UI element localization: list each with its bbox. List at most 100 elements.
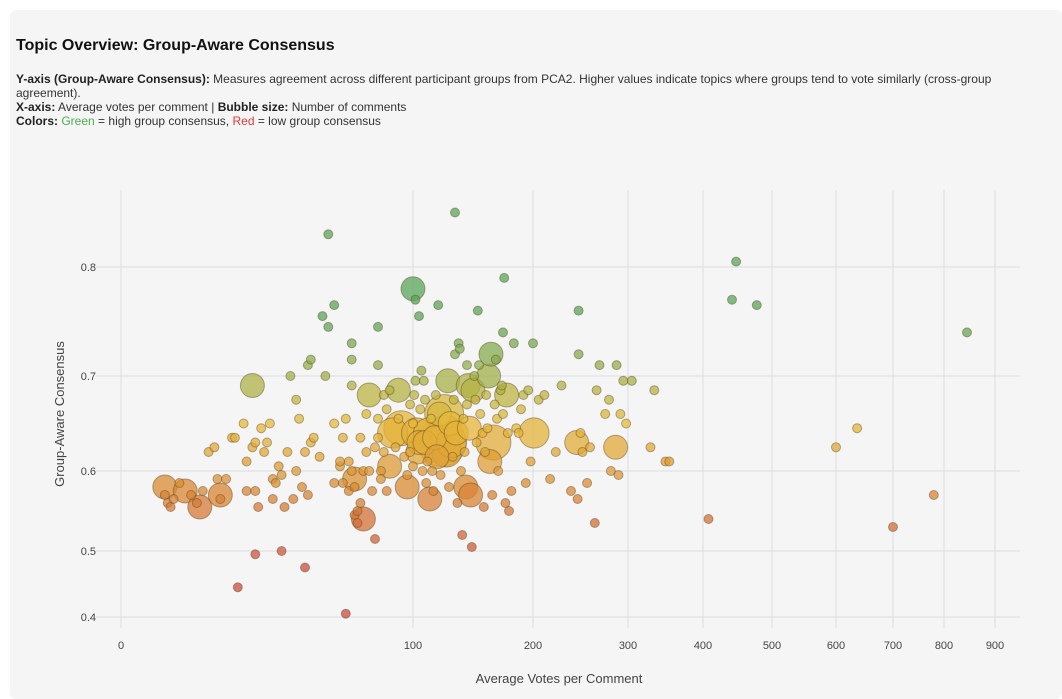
data-point[interactable]	[433, 300, 444, 311]
data-point[interactable]	[402, 470, 413, 480]
data-point[interactable]	[545, 474, 556, 484]
data-point[interactable]	[300, 447, 310, 457]
data-point[interactable]	[456, 466, 466, 476]
data-point[interactable]	[500, 498, 511, 508]
data-point[interactable]	[454, 343, 465, 354]
data-point[interactable]	[276, 470, 287, 480]
data-point[interactable]	[174, 478, 185, 488]
data-point[interactable]	[276, 546, 287, 556]
data-point[interactable]	[355, 432, 366, 443]
data-point[interactable]	[852, 423, 863, 434]
data-point[interactable]	[498, 409, 508, 419]
data-point[interactable]	[418, 375, 429, 386]
data-point[interactable]	[340, 608, 351, 619]
data-point[interactable]	[349, 482, 360, 492]
data-point[interactable]	[462, 399, 472, 410]
data-point[interactable]	[291, 466, 302, 476]
data-point[interactable]	[600, 409, 611, 419]
data-point[interactable]	[241, 456, 252, 467]
data-point[interactable]	[528, 338, 538, 349]
data-point[interactable]	[615, 409, 626, 419]
data-point[interactable]	[703, 514, 714, 524]
data-point[interactable]	[566, 486, 576, 496]
data-point[interactable]	[502, 428, 513, 438]
data-point[interactable]	[186, 490, 197, 500]
data-point[interactable]	[435, 470, 446, 480]
data-point[interactable]	[414, 311, 424, 322]
data-point[interactable]	[408, 418, 418, 429]
data-point[interactable]	[165, 502, 176, 512]
data-point[interactable]	[525, 456, 536, 467]
data-point[interactable]	[329, 418, 340, 429]
data-point[interactable]	[589, 518, 600, 528]
data-point[interactable]	[256, 423, 267, 434]
data-point[interactable]	[264, 418, 275, 429]
data-point[interactable]	[480, 447, 490, 457]
data-point[interactable]	[475, 409, 486, 419]
data-point[interactable]	[239, 373, 265, 398]
data-point[interactable]	[317, 311, 328, 322]
data-point[interactable]	[356, 382, 382, 408]
data-point[interactable]	[457, 530, 468, 540]
data-point[interactable]	[373, 413, 383, 424]
data-point[interactable]	[250, 486, 261, 496]
data-point[interactable]	[504, 506, 514, 516]
data-point[interactable]	[604, 394, 614, 405]
data-point[interactable]	[361, 447, 372, 457]
data-point[interactable]	[314, 451, 325, 462]
data-point[interactable]	[478, 502, 489, 512]
data-point[interactable]	[381, 404, 392, 415]
data-point[interactable]	[262, 437, 272, 448]
data-point[interactable]	[215, 494, 226, 504]
data-point[interactable]	[594, 360, 605, 371]
data-point[interactable]	[585, 442, 595, 453]
data-point[interactable]	[415, 404, 426, 415]
data-point[interactable]	[490, 354, 501, 365]
data-point[interactable]	[831, 442, 841, 453]
data-point[interactable]	[450, 207, 460, 218]
data-point[interactable]	[191, 498, 202, 508]
data-point[interactable]	[420, 394, 430, 405]
data-point[interactable]	[605, 466, 616, 476]
data-point[interactable]	[506, 486, 517, 496]
data-point[interactable]	[621, 418, 632, 429]
data-point[interactable]	[393, 413, 404, 424]
data-point[interactable]	[408, 461, 418, 472]
data-point[interactable]	[370, 442, 380, 453]
data-point[interactable]	[582, 478, 593, 488]
data-point[interactable]	[649, 385, 660, 396]
data-point[interactable]	[496, 380, 507, 391]
data-point[interactable]	[962, 327, 972, 338]
data-point[interactable]	[294, 413, 305, 424]
data-points[interactable]	[152, 207, 972, 619]
data-point[interactable]	[285, 371, 296, 381]
data-point[interactable]	[410, 294, 421, 305]
data-point[interactable]	[364, 466, 375, 476]
data-point[interactable]	[209, 442, 220, 453]
data-point[interactable]	[375, 474, 386, 484]
data-point[interactable]	[462, 360, 472, 371]
data-point[interactable]	[270, 478, 281, 488]
data-point[interactable]	[458, 482, 484, 508]
data-point[interactable]	[241, 486, 252, 496]
data-point[interactable]	[305, 354, 316, 365]
data-point[interactable]	[373, 360, 383, 371]
data-point[interactable]	[373, 321, 383, 332]
data-point[interactable]	[346, 354, 357, 365]
data-point[interactable]	[323, 229, 334, 240]
data-point[interactable]	[626, 375, 637, 386]
data-point[interactable]	[487, 490, 498, 500]
data-point[interactable]	[361, 409, 372, 419]
data-point[interactable]	[346, 338, 357, 349]
data-point[interactable]	[611, 360, 622, 371]
data-point[interactable]	[250, 437, 261, 448]
data-point[interactable]	[448, 394, 459, 405]
data-point[interactable]	[888, 522, 898, 532]
data-point[interactable]	[291, 394, 302, 405]
data-point[interactable]	[516, 404, 526, 415]
data-point[interactable]	[499, 272, 510, 283]
data-point[interactable]	[459, 447, 470, 457]
data-point[interactable]	[426, 413, 436, 424]
data-point[interactable]	[466, 542, 477, 552]
